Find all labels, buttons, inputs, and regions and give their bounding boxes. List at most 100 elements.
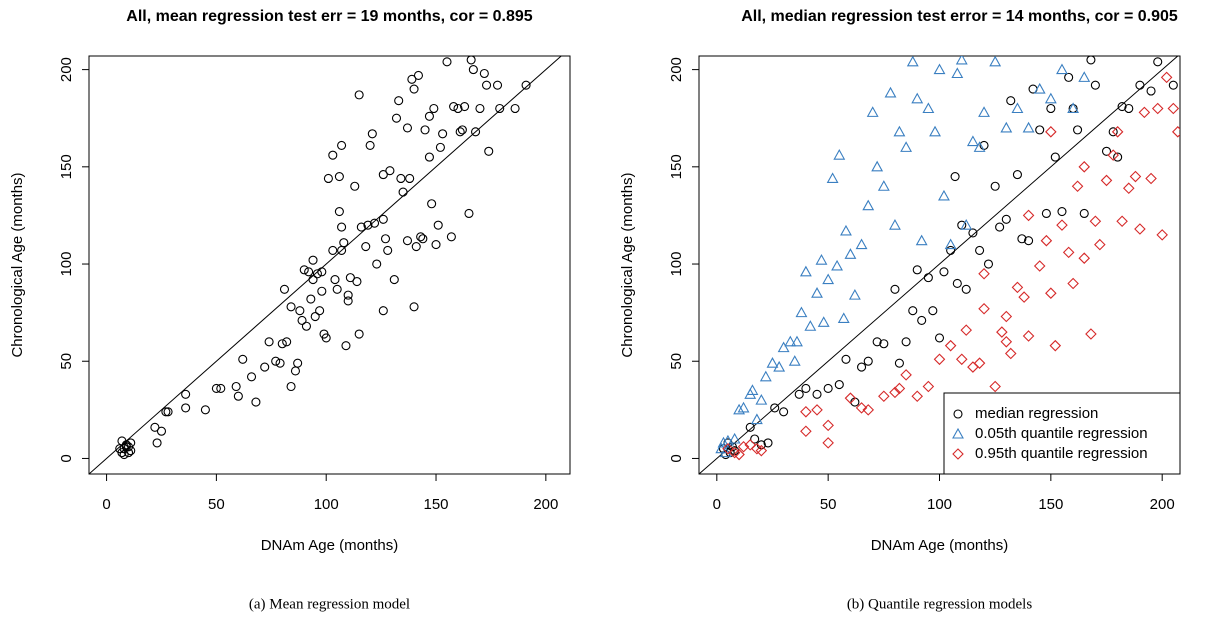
legend-symbol: [952, 448, 964, 460]
point: [877, 180, 890, 191]
point: [989, 380, 1001, 393]
point: [801, 383, 811, 394]
point: [911, 390, 924, 403]
point: [402, 236, 413, 246]
point: [746, 384, 759, 395]
point: [286, 381, 296, 392]
point: [354, 329, 364, 339]
y-tick-label: 200: [58, 57, 75, 82]
point: [337, 222, 347, 232]
point: [1022, 209, 1035, 222]
point: [286, 302, 296, 312]
point: [150, 422, 160, 432]
point: [773, 360, 786, 372]
point: [405, 173, 415, 184]
point: [1050, 152, 1060, 162]
point: [1134, 223, 1146, 235]
point: [372, 259, 382, 269]
point: [438, 129, 448, 139]
point: [495, 103, 505, 114]
point: [260, 362, 270, 372]
point: [1116, 215, 1128, 228]
point: [893, 382, 906, 395]
point: [837, 312, 850, 324]
point: [1090, 80, 1100, 90]
point: [1094, 238, 1106, 251]
point: [323, 173, 333, 184]
caption: (a) Mean regression model: [249, 596, 410, 612]
point: [745, 422, 755, 432]
point: [872, 337, 882, 347]
plot-area: [89, 56, 562, 474]
point: [960, 219, 973, 230]
point: [466, 56, 476, 65]
point: [1033, 82, 1046, 94]
chart-title: All, median regression test error = 14 m…: [741, 8, 1178, 25]
point: [737, 401, 750, 413]
point: [389, 275, 399, 285]
point: [878, 390, 890, 403]
point: [475, 103, 485, 114]
point: [1012, 170, 1022, 180]
point: [863, 356, 873, 366]
point: [1046, 103, 1056, 114]
point: [391, 113, 402, 123]
point: [944, 238, 957, 250]
point: [297, 315, 307, 325]
point: [795, 306, 808, 318]
point: [398, 187, 408, 197]
point: [315, 306, 325, 316]
point: [900, 369, 912, 381]
point: [330, 275, 340, 285]
point: [766, 357, 779, 368]
point: [510, 103, 520, 114]
legend-box: [943, 392, 1181, 475]
point: [1156, 229, 1168, 241]
point: [308, 275, 318, 285]
point: [378, 306, 388, 316]
point: [777, 341, 790, 353]
point: [1067, 277, 1079, 290]
point: [275, 358, 285, 368]
point: [1117, 101, 1127, 112]
point: [950, 171, 960, 182]
point: [1123, 182, 1135, 194]
point: [1024, 236, 1034, 246]
point: [848, 289, 861, 300]
point: [361, 241, 371, 252]
y-tick-label: 50: [668, 353, 685, 370]
point: [481, 80, 492, 90]
point: [427, 199, 437, 209]
point: [968, 228, 978, 238]
point: [928, 306, 938, 316]
point: [770, 403, 780, 413]
point: [363, 220, 373, 230]
point: [310, 311, 320, 322]
point: [822, 419, 834, 432]
point: [1022, 121, 1035, 133]
x-tick-label: 100: [927, 496, 952, 513]
point: [784, 335, 797, 347]
point: [1033, 260, 1046, 272]
point: [1064, 72, 1074, 82]
point: [121, 440, 131, 450]
point: [1022, 330, 1035, 342]
point: [840, 224, 852, 236]
point: [978, 302, 990, 315]
y-axis-label: Chronological Age (months): [619, 172, 636, 357]
point: [1044, 92, 1057, 104]
point: [352, 276, 362, 287]
point: [1017, 234, 1027, 244]
point: [759, 370, 772, 382]
y-tick-label: 0: [58, 454, 75, 462]
point: [755, 393, 768, 405]
point: [163, 407, 173, 417]
legend-symbol: [953, 409, 963, 419]
point: [1085, 328, 1097, 340]
point: [996, 326, 1008, 338]
point: [1018, 291, 1030, 303]
point: [1006, 96, 1016, 106]
legend-symbol: [952, 427, 964, 439]
point: [251, 397, 261, 407]
point: [779, 407, 789, 417]
